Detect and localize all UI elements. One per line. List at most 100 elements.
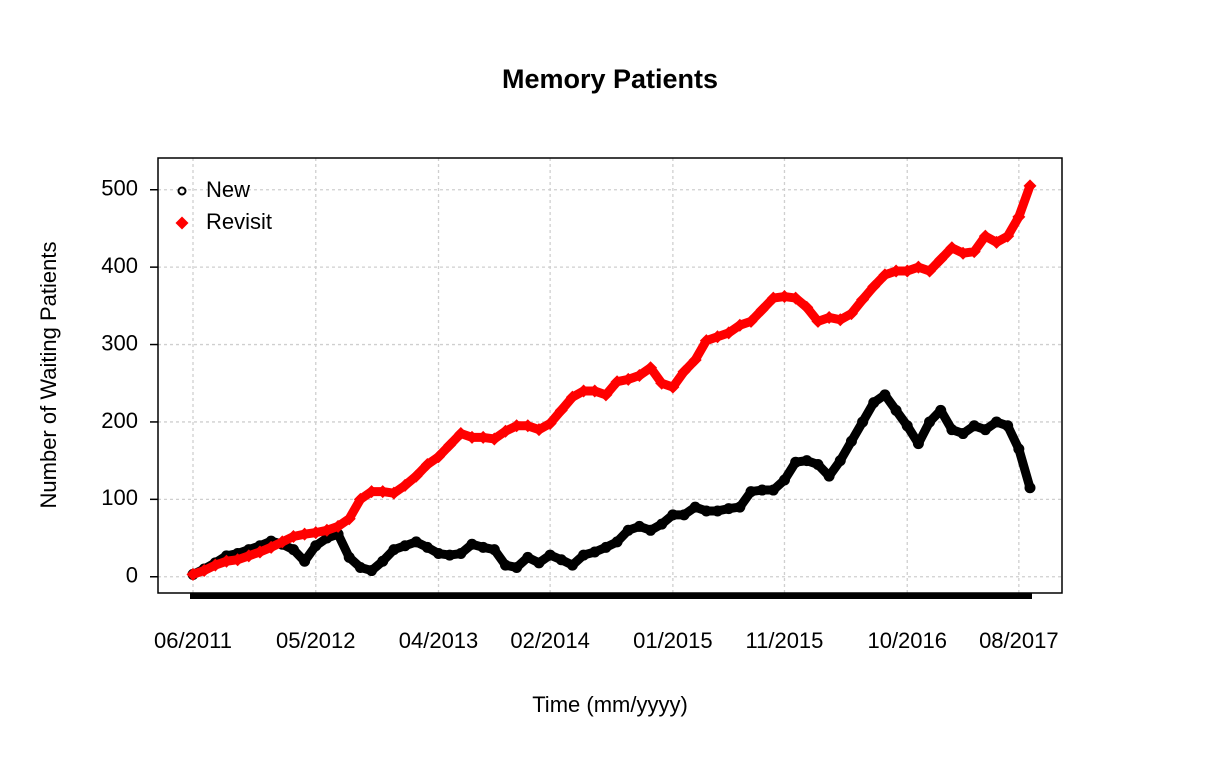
circle-marker [421, 541, 433, 553]
diamond-marker [298, 527, 312, 541]
diamond-marker [889, 264, 903, 278]
circle-marker [299, 555, 311, 567]
circle-marker [957, 428, 969, 440]
circle-marker [801, 455, 813, 467]
series-trace [191, 390, 1035, 579]
diamond-marker [644, 361, 658, 375]
circle-marker [477, 541, 489, 553]
circle-marker [834, 455, 846, 467]
circle-marker [890, 404, 902, 416]
circle-marker [756, 484, 768, 496]
diamond-marker [599, 388, 613, 402]
diamond-marker [744, 314, 758, 328]
circle-marker [700, 505, 712, 517]
circle-marker [991, 416, 1003, 428]
diamond-marker [978, 229, 992, 243]
circle-marker [868, 397, 880, 409]
diamond-marker [688, 353, 702, 367]
diamond-marker [565, 390, 579, 404]
circle-marker [778, 474, 790, 486]
diamond-marker [900, 264, 914, 278]
circle-marker [522, 551, 534, 563]
circle-marker [444, 549, 456, 561]
diamond-marker [365, 485, 379, 499]
x-tick-label: 05/2012 [276, 628, 356, 653]
diamond-marker [476, 430, 490, 444]
diamond-marker [655, 376, 669, 390]
diamond-marker [219, 554, 233, 568]
circle-marker [879, 389, 891, 401]
legend-label: Revisit [206, 209, 272, 234]
diamond-marker [208, 558, 222, 572]
diamond-marker [398, 478, 412, 492]
diamond-marker [666, 380, 680, 394]
circle-marker [689, 501, 701, 513]
circle-marker [377, 555, 389, 567]
diamond-marker [197, 564, 211, 578]
diamond-marker [911, 260, 925, 274]
circle-marker [857, 416, 869, 428]
circle-marker [667, 509, 679, 521]
diamond-marker [409, 469, 423, 483]
diamond-marker [632, 369, 646, 382]
diamond-marker [610, 375, 624, 389]
diamond-marker [577, 384, 591, 398]
diamond-marker [543, 416, 557, 430]
diamond-marker [699, 334, 713, 348]
diamond-marker [934, 252, 948, 266]
circle-marker [499, 559, 511, 571]
circle-marker [589, 546, 601, 558]
circle-marker [366, 565, 378, 577]
diamond-marker [443, 438, 457, 452]
circle-marker [968, 420, 980, 432]
plot-area [186, 179, 1037, 581]
diamond-marker [878, 268, 892, 282]
diamond-marker [432, 450, 446, 464]
x-axis-label: Time (mm/yyyy) [532, 692, 688, 717]
circle-marker [622, 524, 634, 536]
diamond-marker [331, 519, 345, 533]
diamond-marker [521, 419, 535, 433]
x-tick-label: 01/2015 [633, 628, 713, 653]
x-tick-label: 04/2013 [399, 628, 479, 653]
diamond-marker [1001, 229, 1015, 243]
y-tick-label: 200 [101, 408, 138, 433]
circle-marker [310, 540, 322, 552]
y-axis-label: Number of Waiting Patients [36, 242, 61, 509]
diamond-marker [856, 293, 870, 307]
circle-marker [912, 438, 924, 450]
legend-marker [177, 186, 187, 196]
circle-marker [924, 416, 936, 428]
diamond-marker [454, 427, 468, 441]
diamond-marker [342, 512, 356, 526]
diamond-marker [923, 264, 937, 278]
diamond-marker [309, 526, 323, 540]
diamond-marker [253, 545, 267, 559]
diamond-marker [844, 307, 858, 321]
circle-marker [678, 509, 690, 521]
diamond-marker [231, 553, 245, 567]
diamond-marker [286, 529, 300, 543]
diamond-marker [588, 384, 602, 398]
circle-marker [287, 544, 299, 556]
x-tick-label: 11/2015 [746, 628, 824, 653]
circle-marker [566, 559, 578, 571]
circle-marker [466, 538, 478, 550]
diamond-marker [822, 310, 836, 324]
legend: New Revisit [175, 177, 272, 234]
circle-marker [935, 404, 947, 416]
diamond-marker [420, 458, 434, 472]
grid [158, 158, 1062, 593]
circle-marker [410, 536, 422, 548]
diamond-marker [789, 291, 803, 305]
circle-marker [823, 470, 835, 482]
x-tick-label: 06/2011 [154, 628, 232, 653]
diamond-marker [800, 300, 814, 314]
diamond-marker [510, 419, 524, 433]
axes: 0 100 200 300 400 500 06/2011 05/2012 04/2013 02/… [101, 176, 1058, 653]
chart-title: Memory Patients [502, 64, 718, 94]
circle-marker [544, 549, 556, 561]
diamond-marker [677, 365, 691, 379]
diamond-marker [777, 290, 791, 304]
diamond-marker [175, 216, 189, 230]
